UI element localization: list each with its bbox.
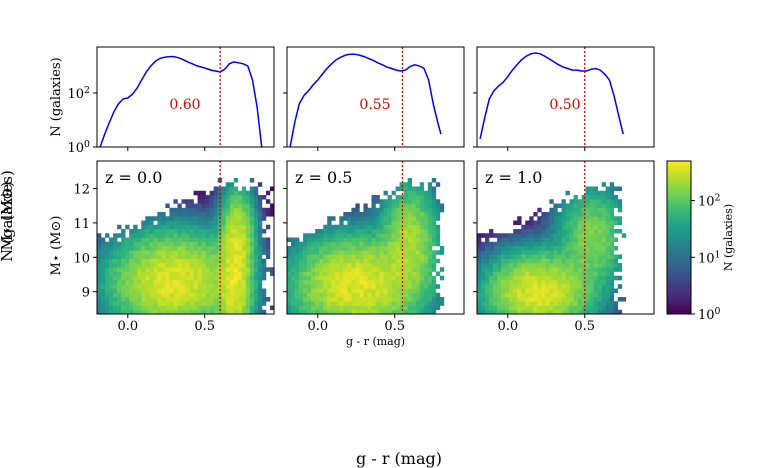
y-tick-label: 10 [73,251,90,266]
density-cells [477,182,627,315]
histogram-panel-z0: 0.60 100 102 N (galaxies) [49,46,275,156]
plot-frame [96,46,275,148]
color-cut-label: 0.60 [169,97,200,113]
y-axis-label: M⋆ (M⊙) [49,216,64,276]
color-mass-panel-z05: z = 0.5 0.0 0.5g - r (mag) [283,160,465,348]
histogram-line [99,55,263,147]
y-tick-label: 11 [73,217,90,232]
x-tick-label: 0.5 [574,319,595,334]
x-axis-label: g - r (mag) [346,335,405,348]
x-tick-label: 0.5 [384,319,405,334]
colorbar-tick-label: 101 [698,249,721,266]
color-mass-panel-z0: z = 0.0 0.0 0.5 9 10 11 12 M⋆ (M⊙) [49,160,275,334]
histogram-panel-z10: 0.50 [473,46,655,151]
colorbar-tick-label: 100 [698,306,721,323]
y-tick-label: 9 [82,286,90,301]
figure-ylabel-n-galaxies: N (galaxies) [0,170,16,262]
histogram-panel-z05: 0.55 [283,46,465,151]
figure-xlabel: g - r (mag) [356,449,442,468]
x-tick-label: 0.0 [117,319,138,334]
histogram-line [479,52,624,140]
y-tick-label: 100 [68,139,91,156]
histogram-line [289,53,442,147]
plot-frame [286,160,465,315]
redshift-label: z = 0.5 [295,168,352,187]
color-mass-panel-z10: z = 1.0 0.0 0.5 [473,160,655,334]
redshift-label: z = 1.0 [485,168,542,187]
x-tick-label: 0.5 [194,319,215,334]
plot-frame [476,160,655,315]
y-tick-label: 102 [68,85,91,102]
plot-frame [476,46,655,148]
plot-frame [286,46,465,148]
y-axis-label: N (galaxies) [49,57,64,137]
color-cut-label: 0.50 [549,97,580,113]
figure-ylabel-stellar-mass: M⋆ (M⊙) [0,181,16,250]
colorbar-tick-label: 102 [698,193,721,210]
color-cut-label: 0.55 [359,97,390,113]
plot-frame [96,160,275,315]
x-tick-label: 0.0 [497,319,518,334]
density-cells [287,178,445,315]
x-tick-label: 0.0 [307,319,328,334]
y-tick-label: 12 [73,183,90,198]
density-cells [97,178,275,315]
redshift-label: z = 0.0 [105,168,162,187]
colorbar-label: N (galaxies) [722,204,735,271]
colorbar-gradient [666,160,692,315]
